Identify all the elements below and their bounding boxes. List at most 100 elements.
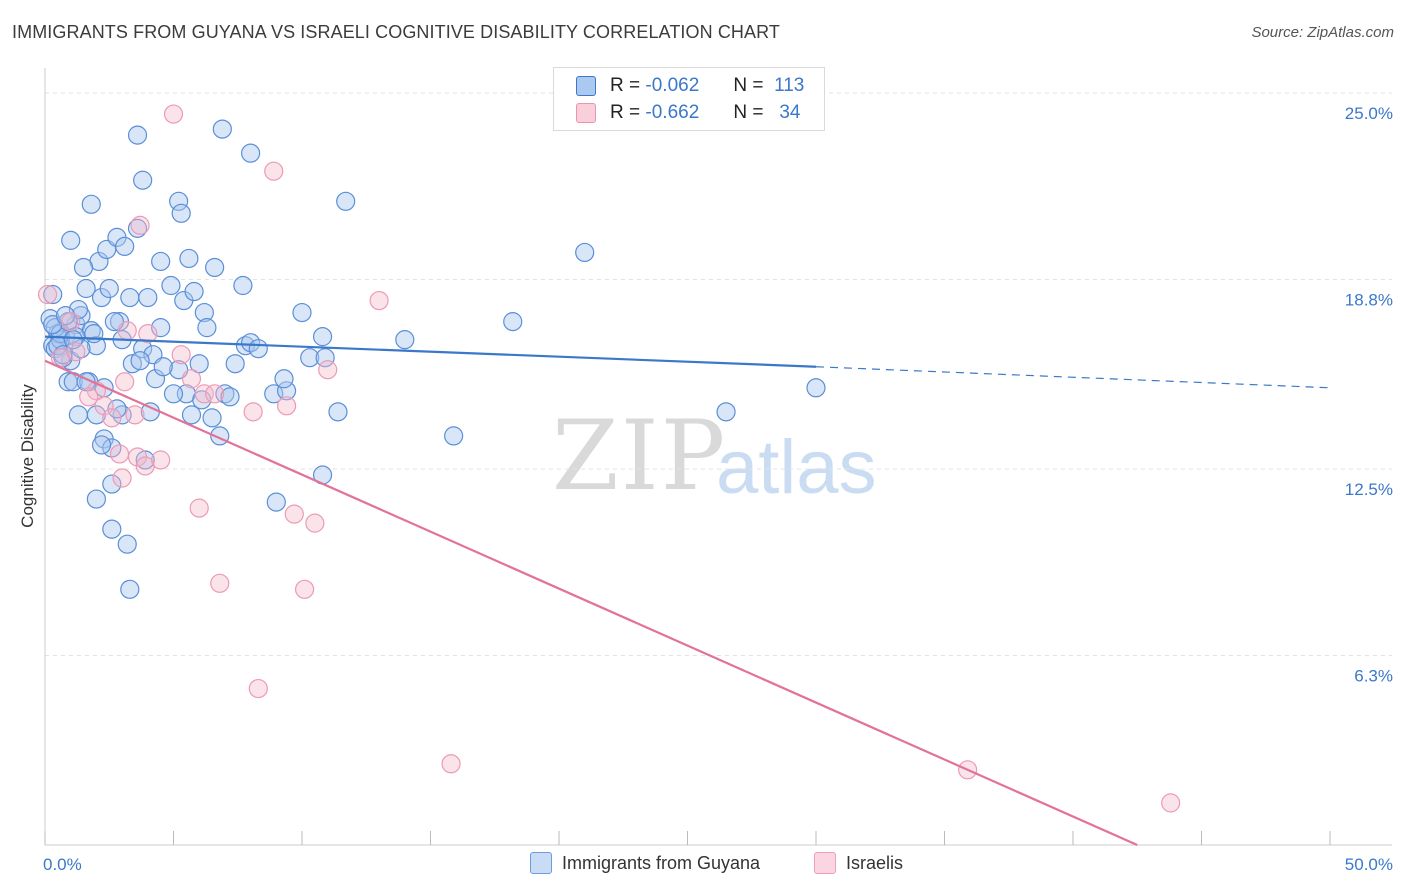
guyana-point[interactable] [76,278,96,299]
guyana-point[interactable] [197,318,217,338]
guyana-point[interactable] [233,275,253,296]
israelis-point[interactable] [248,678,268,699]
guyana-point[interactable] [135,450,155,470]
guyana-point[interactable] [248,339,268,359]
guyana-point[interactable] [212,119,232,139]
guyana-point[interactable] [81,194,101,214]
israelis-point[interactable] [276,396,297,416]
guyana-point[interactable] [102,519,122,539]
guyana-point[interactable] [84,324,104,344]
guyana-point[interactable] [205,257,225,278]
guyana-point[interactable] [194,302,214,323]
guyana-point[interactable] [161,275,181,296]
guyana-point[interactable] [292,302,312,323]
guyana-point[interactable] [145,369,166,389]
israelis-point[interactable] [61,312,81,332]
israelis-point[interactable] [37,284,58,305]
guyana-point[interactable] [138,287,158,308]
guyana-point[interactable] [120,579,140,599]
guyana-point[interactable] [274,369,294,389]
guyana-point[interactable] [184,281,204,302]
guyana-point[interactable] [133,170,153,190]
israelis-point[interactable] [264,161,284,181]
guyana-point[interactable] [336,191,356,211]
guyana-point[interactable] [328,402,348,422]
israelis-point[interactable] [189,498,209,518]
guyana-point[interactable] [179,248,199,269]
guyana-point[interactable] [163,384,184,404]
israelis-point[interactable] [171,345,191,365]
guyana-point[interactable] [73,257,94,278]
israelis-point[interactable] [318,360,338,380]
guyana-point[interactable] [266,492,286,512]
guyana-point[interactable] [55,305,76,326]
guyana-point[interactable] [130,351,150,371]
israelis-point[interactable] [294,579,315,599]
guyana-point[interactable] [806,378,826,398]
guyana-point[interactable] [117,534,137,554]
guyana-point[interactable] [276,381,297,401]
guyana-point[interactable] [300,348,320,368]
guyana-point[interactable] [171,203,191,223]
guyana-point[interactable] [151,251,171,272]
israelis-point[interactable] [441,754,461,774]
guyana-point[interactable] [202,408,222,428]
guyana-point[interactable] [86,336,107,356]
guyana-point[interactable] [241,333,261,353]
guyana-point[interactable] [127,218,148,238]
israelis-point[interactable] [305,513,325,533]
guyana-point[interactable] [115,236,135,257]
guyana-point[interactable] [220,387,240,407]
israelis-point[interactable] [125,405,145,425]
legend-item-guyana[interactable]: Immigrants from Guyana [530,852,760,874]
guyana-point[interactable] [312,327,333,347]
guyana-point[interactable] [43,284,63,305]
legend-item-israelis[interactable]: Israelis [814,852,903,874]
guyana-point[interactable] [395,330,415,350]
israelis-point[interactable] [109,444,130,464]
guyana-point[interactable] [127,125,148,145]
israelis-point[interactable] [151,450,171,470]
guyana-point[interactable] [575,242,595,263]
israelis-point[interactable] [205,384,225,404]
israelis-point[interactable] [369,290,389,311]
guyana-point[interactable] [99,278,119,299]
guyana-point[interactable] [153,357,173,377]
israelis-point[interactable] [79,387,99,407]
israelis-point[interactable] [130,215,150,235]
israelis-point[interactable] [115,372,135,392]
guyana-point[interactable] [120,287,140,308]
guyana-point[interactable] [68,405,89,425]
guyana-point[interactable] [241,143,261,163]
series-legend: Immigrants from Guyana Israelis [0,852,1406,878]
guyana-point[interactable] [122,354,142,374]
guyana-point[interactable] [91,435,112,455]
guyana-point[interactable] [169,191,189,211]
israelis-point[interactable] [66,342,86,362]
israelis-point[interactable] [94,396,114,416]
israelis-point[interactable] [1161,793,1181,813]
guyana-point[interactable] [102,474,122,494]
guyana-point[interactable] [215,384,235,404]
guyana-point[interactable] [61,230,81,250]
guyana-point[interactable] [189,354,209,374]
watermark-zip: ZIP [552,400,728,512]
israelis-point[interactable] [194,384,214,404]
israelis-point[interactable] [181,369,202,389]
israelis-point[interactable] [284,504,304,524]
legend-n-value: 34 [779,102,801,123]
israelis-point[interactable] [163,104,184,124]
guyana-point[interactable] [503,312,523,332]
guyana-point[interactable] [716,402,736,422]
guyana-point[interactable] [225,354,245,374]
israelis-point[interactable] [210,573,230,593]
israelis-point[interactable] [102,408,122,428]
israelis-point[interactable] [112,468,132,488]
guyana-point[interactable] [315,348,335,368]
israelis-point[interactable] [243,402,263,422]
israelis-point[interactable] [138,324,158,344]
guyana-point[interactable] [444,426,464,446]
guyana-point[interactable] [86,489,107,509]
israelis-point[interactable] [117,321,137,341]
guyana-point[interactable] [181,405,202,425]
